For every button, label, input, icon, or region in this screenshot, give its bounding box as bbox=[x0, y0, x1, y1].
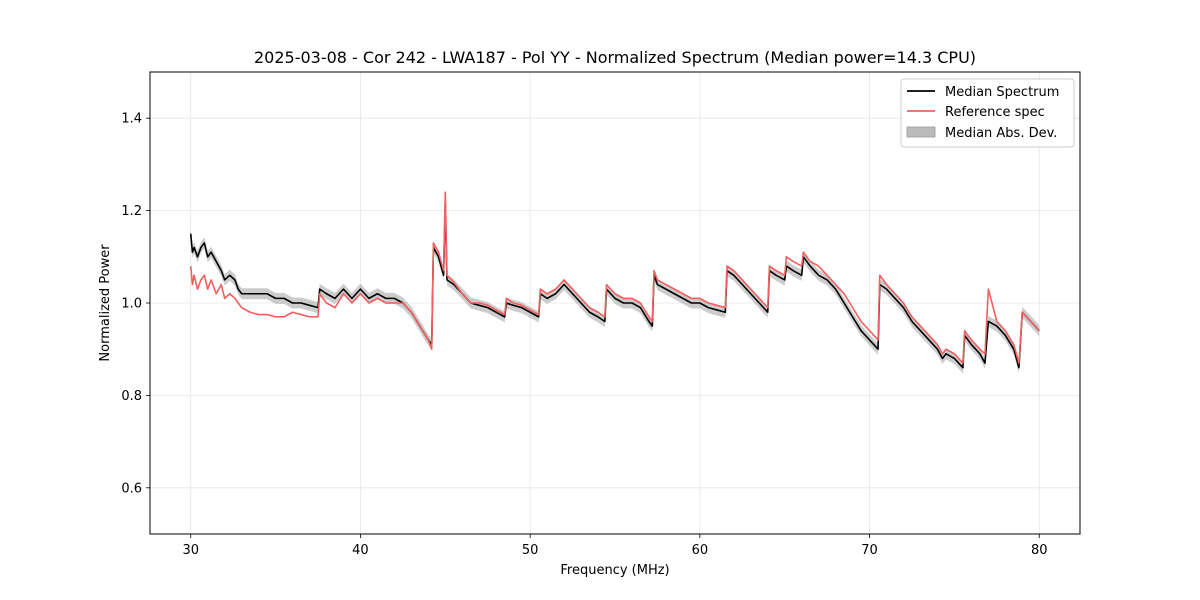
legend-box bbox=[900, 78, 1075, 148]
chart-title: 2025-03-08 - Cor 242 - LWA187 - Pol YY -… bbox=[254, 48, 976, 67]
x-axis-ticks: 30 40 50 60 70 80 bbox=[182, 534, 1048, 558]
reference-spec-line bbox=[189, 191, 1040, 364]
x-tick-label: 30 bbox=[182, 543, 199, 558]
y-tick-label: 1.2 bbox=[121, 204, 142, 219]
legend-label-median: Median Spectrum bbox=[945, 85, 1059, 100]
legend-label-mad: Median Abs. Dev. bbox=[945, 126, 1057, 141]
y-axis-ticks: 0.6 0.8 1.0 1.2 1.4 bbox=[121, 112, 150, 496]
y-tick-label: 0.8 bbox=[121, 389, 142, 404]
x-tick-label: 50 bbox=[522, 543, 539, 558]
x-axis-label: Frequency (MHz) bbox=[560, 563, 669, 578]
series-lines bbox=[189, 191, 1040, 369]
x-tick-label: 40 bbox=[352, 543, 369, 558]
mad-band-area bbox=[190, 195, 1040, 374]
y-axis-label: Normalized Power bbox=[98, 244, 113, 362]
x-tick-label: 80 bbox=[1031, 543, 1048, 558]
legend: Median Spectrum Reference spec Median Ab… bbox=[900, 78, 1075, 148]
legend-swatch-mad bbox=[906, 126, 936, 138]
y-tick-label: 1.4 bbox=[121, 112, 142, 127]
median-spectrum-line bbox=[189, 200, 1040, 369]
y-tick-label: 0.6 bbox=[121, 481, 142, 496]
legend-label-reference: Reference spec bbox=[945, 105, 1045, 120]
mad-band bbox=[190, 195, 1040, 374]
x-tick-label: 70 bbox=[861, 543, 878, 558]
x-tick-label: 60 bbox=[692, 543, 709, 558]
y-tick-label: 1.0 bbox=[121, 297, 142, 312]
